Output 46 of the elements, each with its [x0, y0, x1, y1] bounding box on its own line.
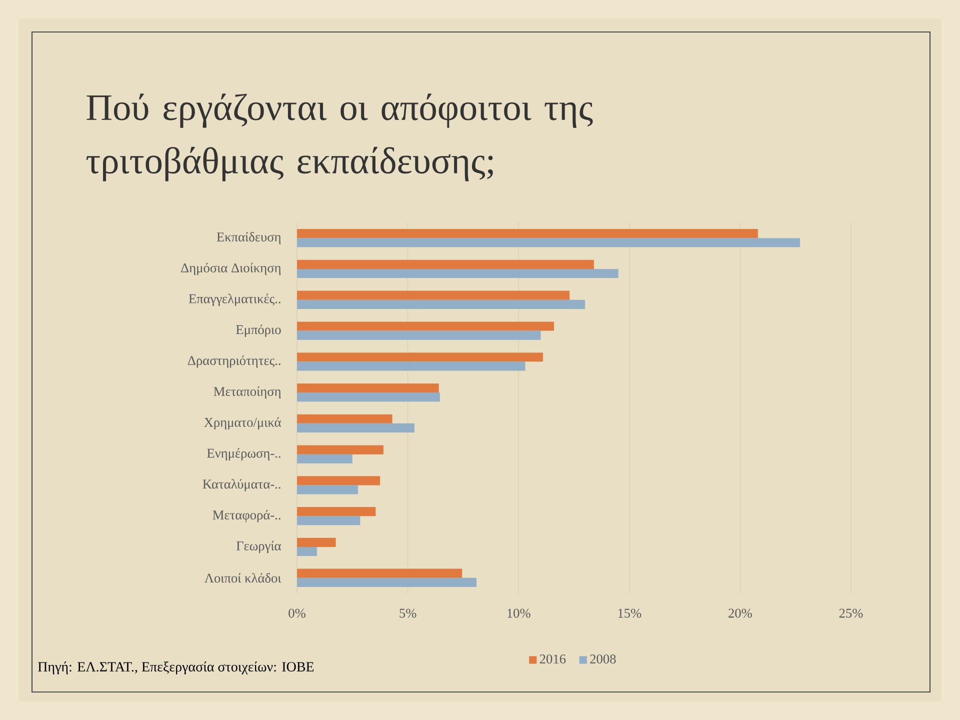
- x-tick-label: 20%: [728, 608, 752, 618]
- y-tick-label: Μεταφορά-..: [212, 510, 280, 522]
- bar: [297, 568, 462, 578]
- bar: [297, 423, 414, 432]
- bar: [297, 445, 384, 454]
- legend-label: 2016: [540, 654, 566, 664]
- bar: [297, 362, 526, 371]
- bar: [297, 516, 360, 526]
- bar: [297, 546, 317, 556]
- x-tick-label: 0%: [288, 608, 306, 618]
- x-tick-label: 10%: [508, 608, 530, 618]
- y-tick-label: Γεωργία: [236, 540, 281, 554]
- x-tick-label: 25%: [839, 608, 863, 618]
- y-tick-label: Μεταποίηση: [214, 386, 281, 399]
- y-tick-label: Ενημέρωση-..: [207, 448, 280, 460]
- chart-title: Πού εργάζονται οι απόφοιτοι της τριτοβάθμιας εκπαίδευσης;: [86, 94, 593, 182]
- bar: [297, 268, 618, 278]
- bar: [297, 330, 541, 340]
- bar: [297, 383, 439, 393]
- bar: [297, 538, 336, 547]
- bar: [297, 238, 800, 248]
- text: Πηγή: ΕΛ.ΣΤΑΤ., Επεξεργασία στοιχείων: ΙΟΒΕ: [38, 662, 314, 674]
- bar: [297, 414, 392, 424]
- bar: [297, 485, 358, 494]
- bar: [297, 476, 380, 486]
- legend-label: 2008: [590, 654, 616, 664]
- y-tick-label: Εκπαίδευση: [216, 232, 281, 244]
- bar: [297, 454, 352, 464]
- x-tick-label: 5%: [400, 608, 416, 618]
- x-tick-label: 15%: [618, 608, 642, 618]
- y-tick-label: Καταλύματα-..: [202, 479, 280, 492]
- bar: [297, 507, 376, 516]
- bar: [297, 392, 440, 402]
- bar: [297, 300, 586, 309]
- y-tick-label: Επαγγελματικές..: [188, 294, 280, 306]
- bar: [297, 229, 758, 238]
- bar: [297, 352, 543, 362]
- y-tick-label: Δημόσια Διοίκηση: [181, 262, 281, 276]
- y-tick-label: Χρηματο/μικά: [204, 417, 281, 430]
- bar: [297, 578, 476, 587]
- bar: [297, 322, 554, 331]
- bar: [297, 290, 570, 300]
- y-tick-label: Λοιποί κλάδοι: [204, 573, 282, 583]
- bar: [297, 260, 594, 269]
- y-tick-label: Δραστηριότητες..: [188, 356, 280, 368]
- y-tick-label: Εμπόριο: [236, 324, 281, 337]
